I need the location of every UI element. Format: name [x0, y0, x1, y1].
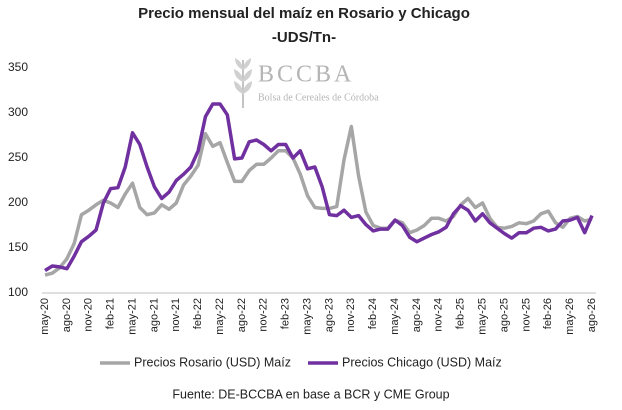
series-line	[44, 124, 593, 277]
y-tick-label: 150	[8, 240, 28, 254]
watermark-subtitle: Bolsa de Cereales de Córdoba	[258, 92, 379, 103]
x-tick-label: nov-20	[83, 298, 95, 332]
watermark	[234, 58, 252, 108]
x-tick-label: nov-25	[520, 298, 532, 332]
x-tick-label: nov-24	[433, 298, 445, 332]
chart-subtitle: -UDS/Tn-	[272, 29, 336, 46]
watermark-title: BCCBA	[258, 62, 354, 88]
x-tick-label: feb-24	[367, 298, 379, 329]
x-tick-label: may-24	[389, 298, 401, 335]
chart-title: Precio mensual del maíz en Rosario y Chi…	[138, 5, 470, 22]
x-tick-label: nov-21	[170, 298, 182, 332]
x-tick-label: ago-24	[411, 298, 423, 332]
x-tick-label: ago-25	[498, 298, 510, 332]
series-line	[44, 102, 594, 272]
x-tick-label: feb-23	[280, 298, 292, 329]
x-tick-label: may-26	[564, 298, 576, 335]
x-tick-label: ago-20	[61, 298, 73, 332]
y-tick-label: 100	[8, 285, 28, 299]
x-tick-label: feb-22	[192, 298, 204, 329]
y-tick-label: 350	[8, 60, 28, 74]
y-tick-label: 250	[8, 150, 28, 164]
y-tick-label: 200	[8, 195, 28, 209]
x-tick-label: ago-21	[148, 298, 160, 332]
x-tick-label: ago-23	[323, 298, 335, 332]
legend-label: Precios Chicago (USD) Maíz	[342, 355, 502, 369]
x-tick-label: ago-22	[236, 298, 248, 332]
y-tick-label: 300	[8, 105, 28, 119]
x-tick-label: feb-25	[455, 298, 467, 329]
x-tick-label: may-23	[301, 298, 313, 335]
x-tick-label: may-25	[477, 298, 489, 335]
legend-label: Precios Rosario (USD) Maíz	[134, 355, 291, 369]
x-tick-label: ago-26	[586, 298, 598, 332]
source: Fuente: DE-BCCBA en base a BCR y CME Gro…	[172, 387, 449, 401]
x-tick-label: feb-21	[105, 298, 117, 329]
x-tick-label: nov-23	[345, 298, 357, 332]
x-tick-label: nov-22	[258, 298, 270, 332]
x-tick-label: feb-26	[542, 298, 554, 329]
x-tick-label: may-21	[126, 298, 138, 335]
x-tick-label: may-20	[39, 298, 51, 335]
x-tick-label: may-22	[214, 298, 226, 335]
